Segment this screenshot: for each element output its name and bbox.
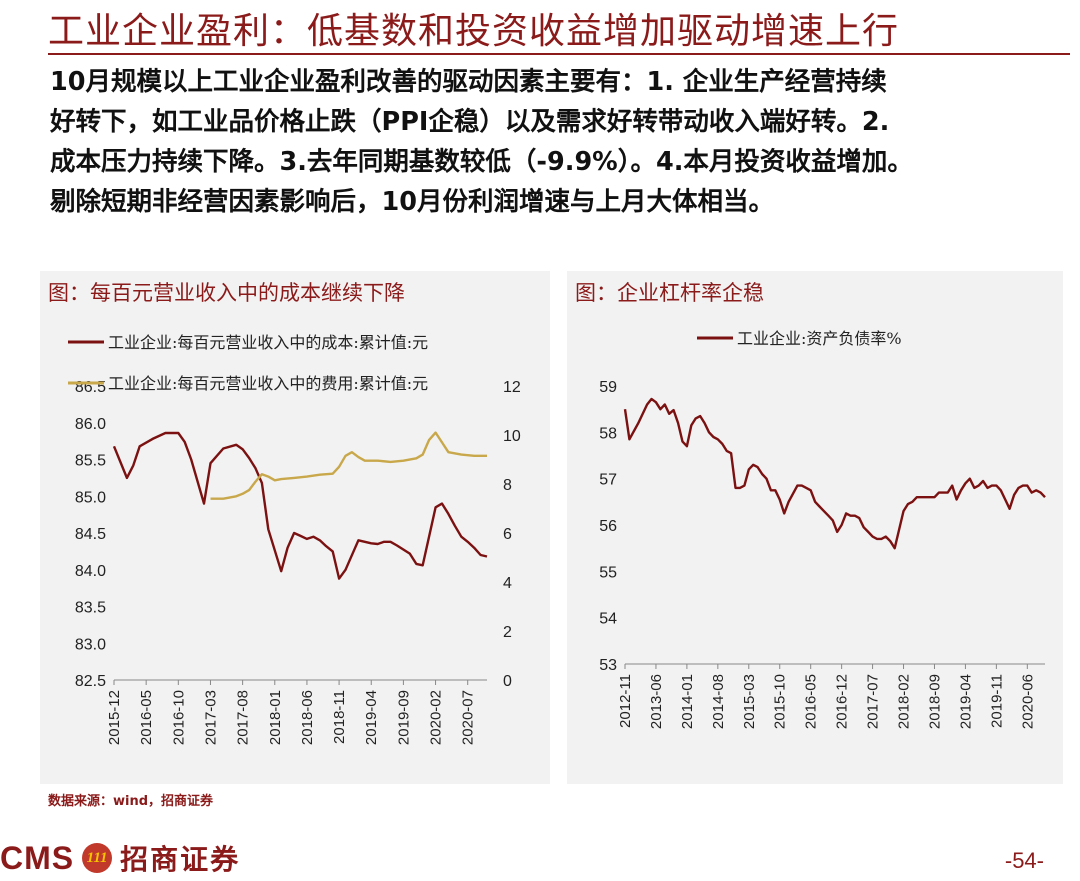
y-tick-label: 53 bbox=[599, 657, 617, 674]
y-tick-label: 54 bbox=[599, 611, 617, 628]
x-tick-label: 2018-11 bbox=[331, 690, 348, 744]
summary-line-2: 好转下，如工业品价格止跌（PPI企稳）以及需求好转带动收入端好转。2. bbox=[50, 107, 890, 137]
legend-label: 工业企业:每百元营业收入中的成本:累计值:元 bbox=[108, 333, 428, 352]
y-tick-label: 85.5 bbox=[75, 453, 106, 470]
series-line-1 bbox=[112, 431, 488, 580]
x-tick-label: 2017-03 bbox=[202, 690, 219, 745]
x-tick-label: 2015-12 bbox=[106, 690, 123, 745]
x-tick-label: 2020-07 bbox=[460, 690, 477, 745]
y-right-tick-label: 10 bbox=[503, 428, 521, 445]
company-logo: CMS 111 招商证券 bbox=[0, 838, 240, 878]
x-tick-label: 2018-01 bbox=[267, 690, 284, 745]
x-tick-label: 2016-05 bbox=[138, 690, 155, 745]
x-tick-label: 2018-06 bbox=[299, 690, 316, 745]
y-tick-label: 58 bbox=[599, 425, 617, 442]
y-tick-label: 57 bbox=[599, 472, 617, 489]
x-tick-label: 2014-08 bbox=[710, 674, 727, 729]
x-tick-label: 2018-09 bbox=[926, 674, 943, 729]
x-tick-label: 2019-04 bbox=[957, 674, 974, 729]
chart-title-cost: 图：每百元营业收入中的成本继续下降 bbox=[48, 281, 405, 305]
y-tick-label: 83.5 bbox=[75, 600, 106, 617]
x-tick-label: 2020-06 bbox=[1019, 674, 1036, 729]
summary-line-3: 成本压力持续下降。3.去年同期基数较低（-9.9%）。4.本月投资收益增加。 bbox=[50, 147, 913, 177]
x-tick-label: 2017-07 bbox=[865, 674, 882, 729]
x-tick-label: 2014-01 bbox=[679, 674, 696, 729]
y-right-tick-label: 8 bbox=[503, 477, 512, 494]
y-tick-label: 59 bbox=[599, 379, 617, 396]
x-tick-label: 2019-09 bbox=[395, 690, 412, 745]
series-line-2 bbox=[210, 431, 487, 500]
x-tick-label: 2016-05 bbox=[803, 674, 820, 729]
series-line-1 bbox=[623, 397, 1046, 550]
chart-panel-cost: 86.5 86.0 85.5 85.0 84.5 84.0 83.5 83.0 82.5 12 10… bbox=[40, 271, 550, 784]
x-tick-label: 2015-10 bbox=[772, 674, 789, 729]
y-right-tick-label: 6 bbox=[503, 526, 512, 543]
y-tick-label: 82.5 bbox=[75, 673, 106, 690]
y-right-tick-label: 12 bbox=[503, 379, 521, 396]
x-tick-label: 2012-11 bbox=[617, 674, 634, 728]
data-source: 数据来源：wind，招商证券 bbox=[48, 794, 214, 809]
logo-chinese-name: 招商证券 bbox=[120, 843, 241, 876]
summary-line-4: 剔除短期非经营因素影响后，10月份利润增速与上月大体相当。 bbox=[50, 187, 774, 217]
chart-title-leverage: 图：企业杠杆率企稳 bbox=[575, 281, 764, 305]
y-right-tick-label: 0 bbox=[503, 673, 512, 690]
chart-panel-leverage: 59 58 57 56 55 54 53 2012-11 2013-06 2014-01 2014-… bbox=[567, 271, 1063, 784]
x-tick-label: 2013-06 bbox=[648, 674, 665, 729]
x-tick-label: 2018-02 bbox=[896, 674, 913, 729]
y-tick-label: 85.0 bbox=[75, 489, 106, 506]
summary-text: 10月规模以上工业企业盈利改善的驱动因素主要有：1. 企业生产经营持续 好转下，… bbox=[50, 62, 1080, 222]
legend-label: 工业企业:资产负债率% bbox=[737, 329, 902, 348]
summary-line-1: 10月规模以上工业企业盈利改善的驱动因素主要有：1. 企业生产经营持续 bbox=[50, 67, 887, 97]
logo-emblem-icon: 111 bbox=[82, 843, 113, 873]
page-number: -54- bbox=[1004, 848, 1044, 873]
legend-label: 工业企业:每百元营业收入中的费用:累计值:元 bbox=[108, 374, 428, 393]
x-tick-label: 2019-04 bbox=[363, 690, 380, 745]
title-divider bbox=[48, 53, 1070, 55]
y-tick-label: 84.0 bbox=[75, 563, 106, 580]
chart-cost-expense: 86.586.085.585.084.584.083.583.082.51210… bbox=[68, 333, 521, 745]
y-right-tick-label: 2 bbox=[503, 624, 512, 641]
y-tick-label: 55 bbox=[599, 564, 617, 581]
x-tick-label: 2020-02 bbox=[428, 690, 445, 745]
y-tick-label: 83.0 bbox=[75, 636, 106, 653]
x-tick-label: 2015-03 bbox=[741, 674, 758, 729]
x-tick-label: 2019-11 bbox=[988, 674, 1005, 728]
x-tick-label: 2016-10 bbox=[170, 690, 187, 745]
logo-text: CMS bbox=[0, 839, 75, 876]
page-title: 工业企业盈利：低基数和投资收益增加驱动增速上行 bbox=[48, 11, 900, 52]
x-tick-label: 2017-08 bbox=[235, 690, 252, 745]
y-right-tick-label: 4 bbox=[503, 575, 512, 592]
y-tick-label: 84.5 bbox=[75, 526, 106, 543]
x-tick-label: 2016-12 bbox=[834, 674, 851, 729]
y-tick-label: 86.0 bbox=[75, 416, 106, 433]
y-tick-label: 56 bbox=[599, 518, 617, 535]
